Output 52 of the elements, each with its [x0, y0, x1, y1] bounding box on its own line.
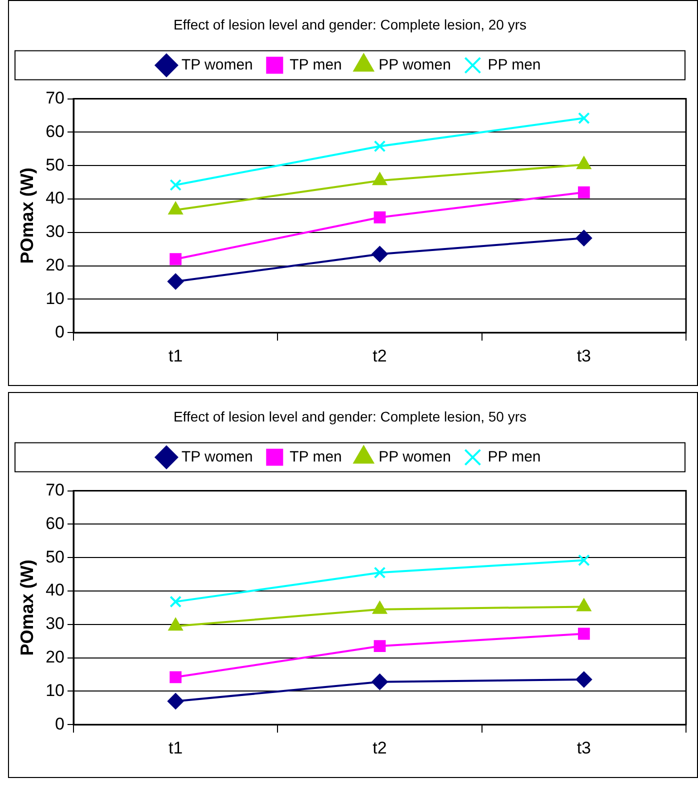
y-tick-label: 60	[46, 514, 65, 533]
point	[170, 179, 182, 191]
chart-title: Effect of lesion level and gender: Complete lesion, 50 yrs	[173, 408, 527, 424]
y-tick-label: 30	[46, 614, 65, 634]
legend-label: TP men	[290, 448, 342, 466]
legend-label: PP women	[378, 448, 451, 466]
point	[168, 274, 184, 290]
y-tick-label: 0	[55, 322, 65, 342]
point	[170, 671, 182, 684]
y-tick-label: 0	[55, 714, 65, 734]
y-tick-label: 30	[46, 222, 65, 242]
point	[578, 554, 590, 566]
legend-label: PP women	[378, 56, 451, 74]
legend-label: TP men	[290, 56, 342, 74]
y-tick-label: 20	[46, 647, 65, 666]
x-tick-label: t1	[168, 738, 183, 758]
point	[168, 693, 184, 710]
point	[374, 140, 386, 152]
legend-label: PP men	[488, 448, 541, 466]
y-tick-label: 60	[46, 122, 65, 141]
y-tick-label: 50	[46, 547, 65, 566]
point	[170, 596, 182, 608]
legend-label: TP women	[181, 56, 253, 74]
y-tick-label: 10	[46, 288, 65, 308]
chart-title: Effect of lesion level and gender: Complete lesion, 20 yrs	[173, 16, 527, 32]
x-tick-label: t1	[168, 346, 183, 366]
x-tick-label: t2	[372, 346, 387, 366]
point	[374, 211, 386, 224]
point	[576, 672, 592, 688]
point	[576, 230, 592, 246]
y-axis-title: POmax (W)	[16, 168, 37, 264]
y-tick-label: 50	[46, 155, 65, 174]
y-tick-label: 10	[46, 680, 65, 700]
y-tick-label: 20	[46, 255, 65, 274]
y-tick-label: 70	[46, 88, 65, 108]
y-tick-label: 40	[46, 580, 65, 600]
point	[374, 640, 386, 652]
x-tick-label: t3	[576, 346, 592, 366]
point	[372, 674, 388, 690]
legend-label: TP women	[181, 448, 253, 466]
point	[372, 246, 388, 262]
point	[578, 628, 590, 640]
point	[374, 566, 386, 579]
legend-label: PP men	[488, 56, 541, 74]
x-tick-label: t2	[372, 738, 387, 758]
y-axis-title: POmax (W)	[16, 560, 37, 656]
point	[170, 253, 182, 266]
point	[578, 186, 590, 198]
y-tick-label: 70	[46, 480, 65, 500]
y-tick-label: 40	[46, 188, 65, 208]
x-tick-label: t3	[576, 738, 592, 758]
point	[578, 112, 590, 124]
